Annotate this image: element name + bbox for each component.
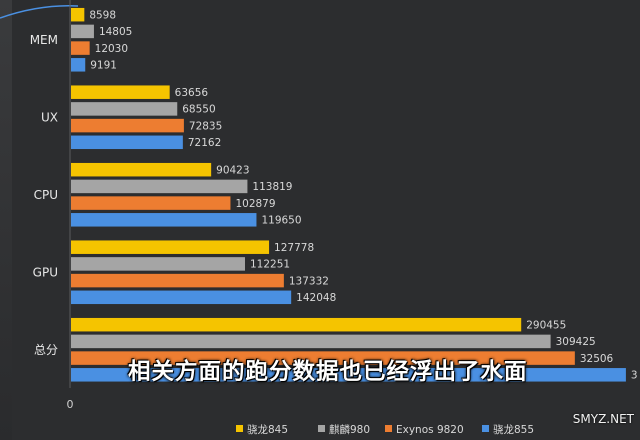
- bar-value-label: 3: [631, 370, 638, 382]
- bar-value-label: 9191: [90, 60, 117, 72]
- bar: [71, 179, 248, 194]
- bar: [71, 273, 284, 288]
- bar-value-label: 63656: [175, 87, 209, 99]
- legend-label: 骁龙845: [247, 423, 288, 436]
- bar: [71, 213, 257, 227]
- bar-value-label: 32506: [580, 353, 614, 365]
- legend-swatch: [236, 425, 243, 432]
- bar-value-label: 8598: [89, 9, 116, 21]
- category-label: UX: [41, 110, 58, 124]
- bar: [71, 102, 178, 116]
- bar: [71, 58, 86, 72]
- site-watermark: SMYZ.NET: [572, 412, 634, 426]
- bar-value-label: 127778: [274, 242, 314, 254]
- x-tick-label: 0: [67, 398, 74, 411]
- bar-value-label: 142048: [296, 292, 336, 304]
- bar: [71, 368, 626, 382]
- bar: [71, 7, 85, 22]
- bar-value-label: 290455: [526, 319, 566, 331]
- left-edge-decoration: [0, 0, 12, 440]
- bar: [71, 135, 183, 150]
- bar-value-label: 119650: [261, 215, 301, 227]
- bar: [71, 240, 270, 254]
- legend-swatch: [318, 425, 325, 432]
- bar: [71, 24, 94, 39]
- category-label: 总分: [34, 343, 58, 357]
- bar: [71, 351, 575, 365]
- bar-value-label: 137332: [289, 275, 329, 287]
- bar: [71, 118, 184, 133]
- bar: [71, 196, 231, 210]
- bar-value-label: 90423: [216, 164, 249, 176]
- legend-swatch: [385, 425, 392, 432]
- bar-value-label: 68550: [182, 104, 215, 116]
- bar-value-label: 113819: [252, 181, 292, 193]
- bar: [71, 334, 551, 349]
- video-subtitle: 相关方面的跑分数据也已经浮出了水面: [128, 359, 528, 385]
- bar-value-label: 112251: [250, 259, 290, 271]
- bar: [71, 257, 245, 271]
- bar: [71, 85, 170, 99]
- bar: [71, 290, 292, 305]
- corner-arc-decoration: [0, 5, 79, 19]
- category-label: CPU: [34, 188, 58, 202]
- bar-value-label: 14805: [99, 26, 132, 38]
- bar-value-label: 12030: [95, 43, 128, 55]
- legend-swatch: [482, 425, 489, 432]
- bar: [71, 317, 522, 332]
- bar-value-label: 309425: [556, 336, 596, 348]
- bar: [71, 41, 90, 55]
- category-label: GPU: [33, 265, 58, 279]
- category-label: MEM: [30, 33, 58, 47]
- bar-value-label: 72162: [188, 137, 221, 149]
- bar: [71, 162, 212, 177]
- bar-value-label: 102879: [235, 198, 275, 210]
- legend-label: 麒麟980: [329, 423, 370, 436]
- legend-label: Exynos 9820: [396, 424, 464, 436]
- legend-label: 骁龙855: [493, 423, 534, 436]
- bar-value-label: 72835: [189, 120, 222, 132]
